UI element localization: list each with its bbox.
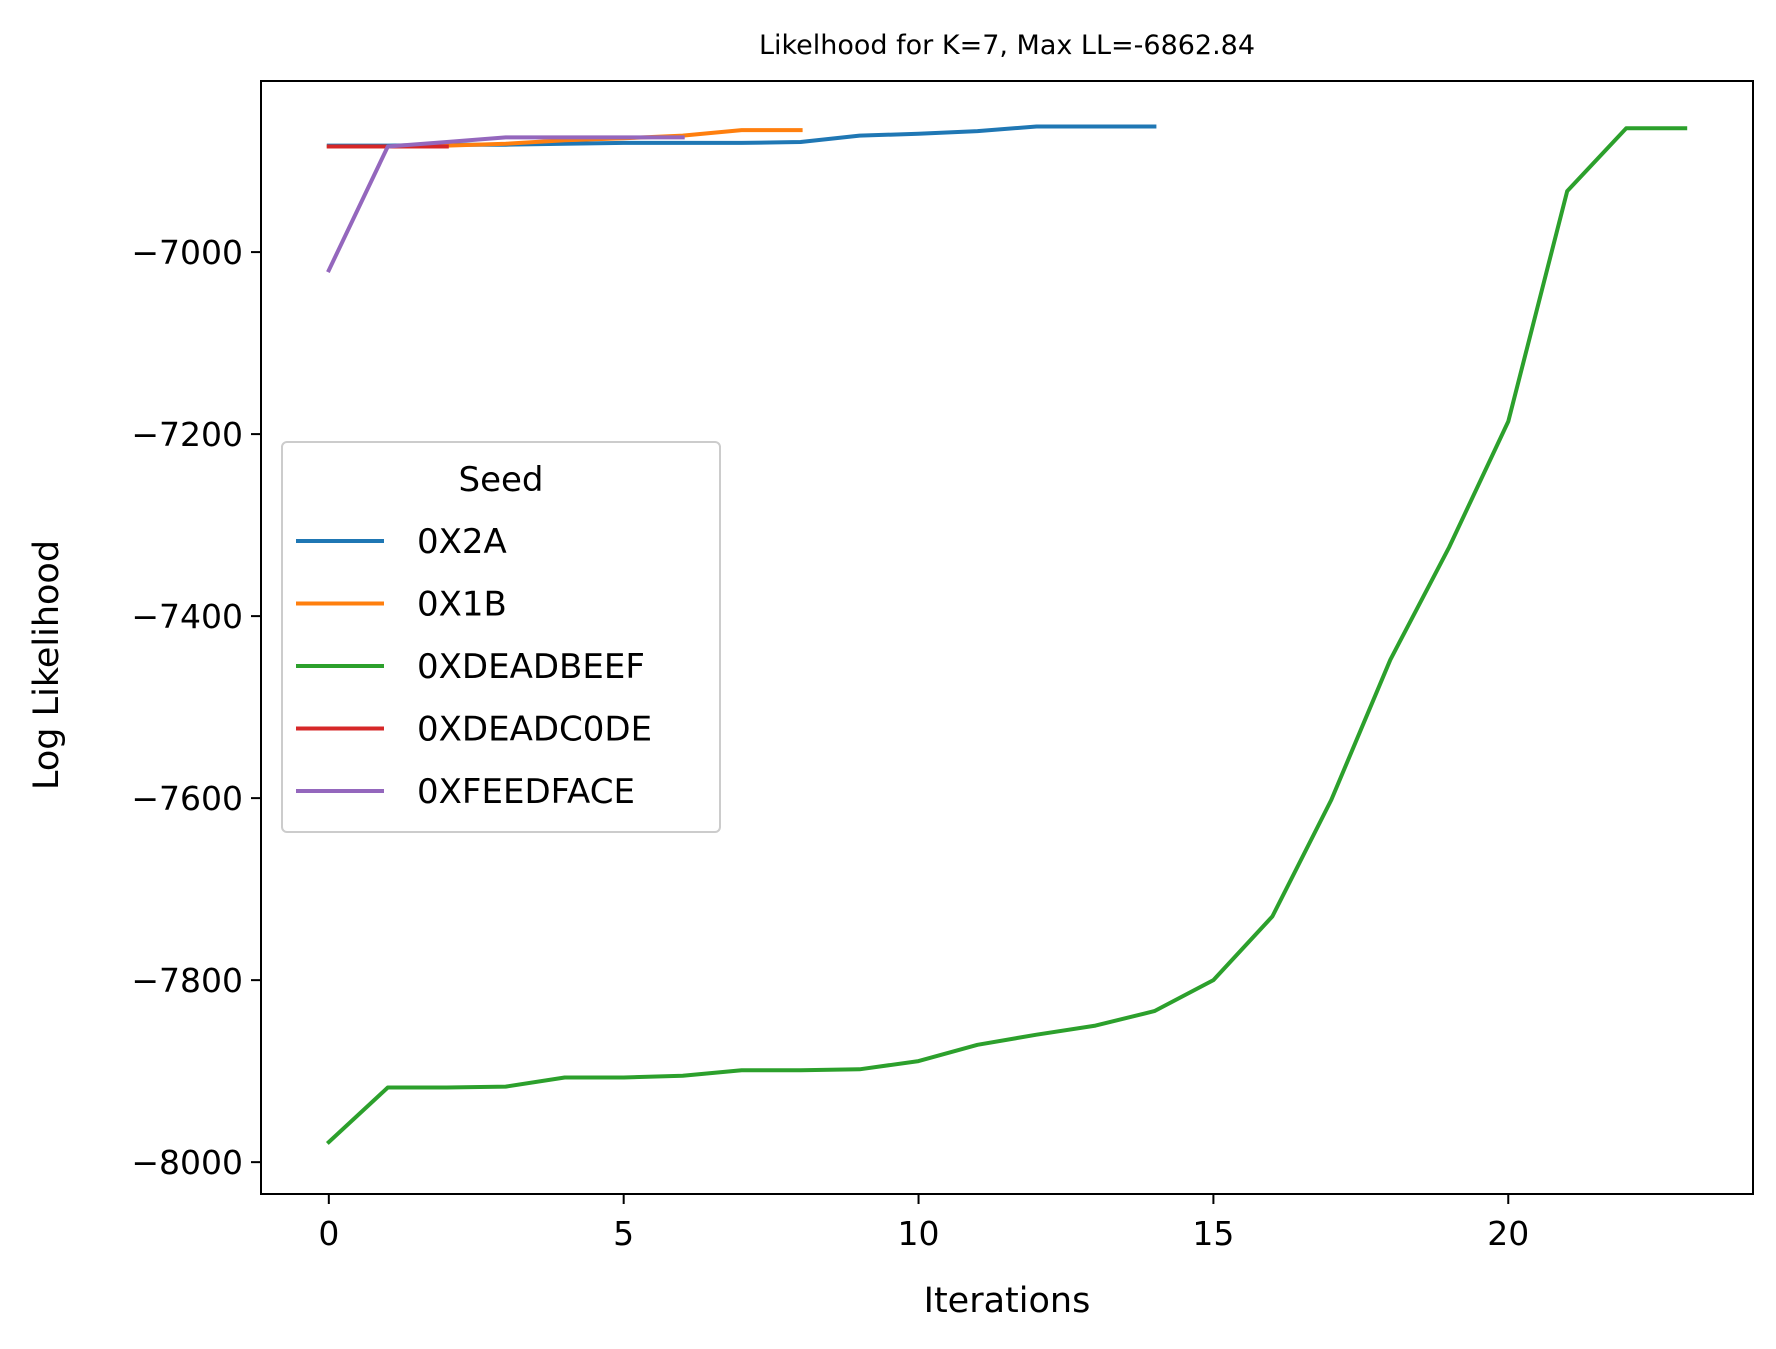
- y-tick-label: −7800: [131, 961, 243, 1000]
- y-tick-label: −7000: [131, 233, 243, 272]
- legend-label-0xdeadbeef: 0XDEADBEEF: [417, 647, 645, 687]
- legend-label-0x1b: 0X1B: [417, 585, 507, 625]
- y-tick-label: −7600: [131, 779, 243, 818]
- legend-title: Seed: [459, 460, 544, 500]
- x-tick-label: 5: [613, 1214, 634, 1253]
- x-tick-label: 0: [318, 1214, 339, 1253]
- y-axis-ticks: −8000 −7800 −7600 −7400 −7200 −7000: [131, 233, 261, 1182]
- y-tick-label: −7200: [131, 415, 243, 454]
- y-axis-label: Log Likelihood: [27, 540, 67, 790]
- series-lines: [325, 124, 1688, 1145]
- x-tick-label: 15: [1192, 1214, 1234, 1253]
- x-axis-ticks: 0 5 10 15 20: [318, 1194, 1529, 1253]
- legend-label-0xdeadc0de: 0XDEADC0DE: [417, 710, 652, 750]
- legend-label-0x2a: 0X2A: [417, 522, 507, 562]
- y-tick-label: −8000: [131, 1143, 243, 1182]
- legend-entries: 0X2A 0X1B 0XDEADBEEF 0XDEADC0DE 0XFEEDFACE: [296, 522, 652, 812]
- chart-title: Likelhood for K=7, Max LL=-6862.84: [759, 30, 1255, 61]
- legend: Seed 0X2A 0X1B 0XDEADBEEF 0XDEADC0DE 0XFEEDF…: [281, 441, 721, 833]
- plot-area-frame: [260, 80, 1754, 1195]
- legend-label-0xfeedface: 0XFEEDFACE: [417, 772, 635, 812]
- series-line-0xdeadbeef: [325, 126, 1688, 1145]
- x-axis-label: Iterations: [924, 1281, 1091, 1321]
- legend-box: [281, 441, 721, 833]
- series-line-0xfeedface: [326, 135, 685, 273]
- x-tick-label: 20: [1487, 1214, 1529, 1253]
- y-tick-label: −7400: [131, 597, 243, 636]
- x-tick-label: 10: [898, 1214, 940, 1253]
